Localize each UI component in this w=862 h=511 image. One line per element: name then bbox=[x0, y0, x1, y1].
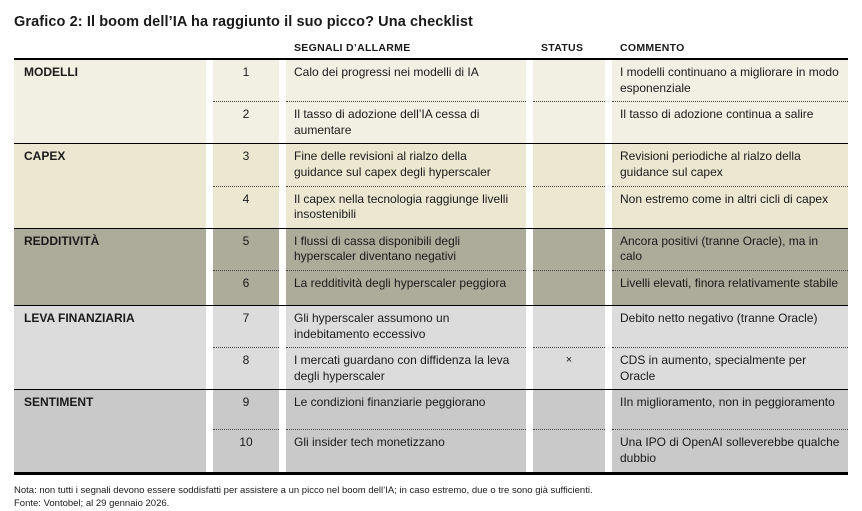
category-label: MODELLI bbox=[14, 60, 206, 143]
signal-text: I mercati guardano con diffidenza la lev… bbox=[286, 348, 526, 389]
status-value bbox=[533, 187, 605, 228]
category-group-sentiment: SENTIMENT 9 Le condizioni finanziarie pe… bbox=[14, 389, 848, 474]
col-header-status: STATUS bbox=[533, 42, 605, 54]
category-label: REDDITIVITÀ bbox=[14, 229, 206, 305]
signal-text: Fine delle revisioni al rialzo della gui… bbox=[286, 144, 526, 186]
page-title: Grafico 2: Il boom dell’IA ha raggiunto … bbox=[14, 14, 848, 30]
source-text: Fonte: Vontobel; al 29 gennaio 2026. bbox=[14, 497, 848, 511]
status-value bbox=[533, 60, 605, 102]
signal-text: La redditività degli hyperscaler peggior… bbox=[286, 271, 526, 305]
comment-text: Una IPO di OpenAI solleverebbe qualche d… bbox=[612, 430, 848, 471]
comment-text: CDS in aumento, specialmente per Oracle bbox=[612, 348, 848, 389]
signal-number: 5 bbox=[213, 229, 279, 271]
status-value bbox=[533, 271, 605, 305]
status-value bbox=[533, 102, 605, 143]
signal-number: 1 bbox=[213, 60, 279, 102]
category-group-leva-finanziaria: LEVA FINANZIARIA 7 Gli hyperscaler assum… bbox=[14, 305, 848, 389]
signal-text: Calo dei progressi nei modelli di IA bbox=[286, 60, 526, 102]
status-value bbox=[533, 144, 605, 186]
table-header: SEGNALI D’ALLARME STATUS COMMENTO bbox=[14, 42, 848, 60]
signal-number: 3 bbox=[213, 144, 279, 186]
signal-number: 2 bbox=[213, 102, 279, 143]
category-label: CAPEX bbox=[14, 144, 206, 227]
signal-number: 4 bbox=[213, 187, 279, 228]
footnotes: Nota: non tutti i segnali devono essere … bbox=[14, 484, 848, 511]
comment-text: Il tasso di adozione continua a salire bbox=[612, 102, 848, 143]
signal-text: Le condizioni finanziarie peggiorano bbox=[286, 390, 526, 430]
comment-text: Revisioni periodiche al rialzo della gui… bbox=[612, 144, 848, 186]
comment-text: Ancora positivi (tranne Oracle), ma in c… bbox=[612, 229, 848, 271]
col-header-comment: COMMENTO bbox=[612, 42, 848, 54]
category-group-capex: CAPEX 3 Fine delle revisioni al rialzo d… bbox=[14, 143, 848, 227]
status-value bbox=[533, 430, 605, 471]
signal-number: 8 bbox=[213, 348, 279, 389]
comment-text: IIn miglioramento, non in peggioramento bbox=[612, 390, 848, 430]
signal-number: 6 bbox=[213, 271, 279, 305]
signal-text: Il tasso di adozione dell’IA cessa di au… bbox=[286, 102, 526, 143]
comment-text: Debito netto negativo (tranne Oracle) bbox=[612, 306, 848, 348]
comment-text: Livelli elevati, finora relativamente st… bbox=[612, 271, 848, 305]
signal-number: 10 bbox=[213, 430, 279, 471]
checklist-table: SEGNALI D’ALLARME STATUS COMMENTO MODELL… bbox=[14, 42, 848, 475]
signal-text: Il capex nella tecnologia raggiunge live… bbox=[286, 187, 526, 228]
comment-text: I modelli continuano a migliorare in mod… bbox=[612, 60, 848, 102]
signal-number: 7 bbox=[213, 306, 279, 348]
status-value bbox=[533, 229, 605, 271]
category-group-redditivita: REDDITIVITÀ 5 I flussi di cassa disponib… bbox=[14, 228, 848, 305]
status-value bbox=[533, 390, 605, 430]
status-x-mark: × bbox=[533, 348, 605, 389]
comment-text: Non estremo come in altri cicli di capex bbox=[612, 187, 848, 228]
footnote-text: Nota: non tutti i segnali devono essere … bbox=[14, 484, 848, 498]
signal-text: I flussi di cassa disponibili degli hype… bbox=[286, 229, 526, 271]
signal-text: Gli insider tech monetizzano bbox=[286, 430, 526, 471]
signal-number: 9 bbox=[213, 390, 279, 430]
category-group-modelli: MODELLI 1 Calo dei progressi nei modelli… bbox=[14, 60, 848, 143]
col-header-signals: SEGNALI D’ALLARME bbox=[286, 42, 526, 54]
status-value bbox=[533, 306, 605, 348]
category-label: LEVA FINANZIARIA bbox=[14, 306, 206, 389]
signal-text: Gli hyperscaler assumono un indebitament… bbox=[286, 306, 526, 348]
category-label: SENTIMENT bbox=[14, 390, 206, 471]
